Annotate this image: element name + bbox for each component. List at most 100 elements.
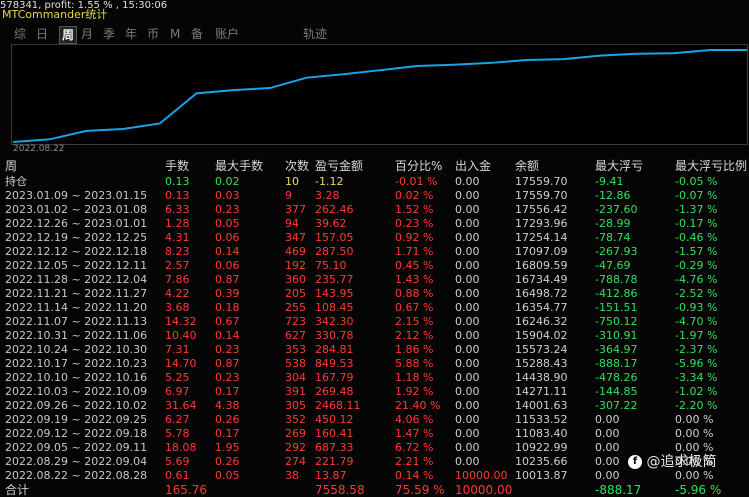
table-cell: 0.00 — [455, 315, 480, 328]
table-cell: -1.37 % — [675, 203, 718, 216]
table-cell: 0.00 — [595, 413, 620, 426]
table-cell: 0.02 % — [395, 189, 434, 202]
position-cell: 0.13 — [165, 175, 190, 188]
table-cell: 205 — [285, 287, 306, 300]
tab[interactable]: 周 — [59, 26, 78, 44]
column-header: 出入金 — [455, 159, 492, 173]
table-cell: 10922.99 — [515, 441, 568, 454]
table-cell: 0.88 % — [395, 287, 434, 300]
column-header: 最大手数 — [215, 159, 264, 173]
table-cell: 10235.66 — [515, 455, 568, 468]
table-cell: 2022.12.26 ~ 2023.01.01 — [5, 217, 148, 230]
table-cell: 17556.42 — [515, 203, 568, 216]
table-cell: 0.23 — [215, 371, 240, 384]
table-cell: -0.07 % — [675, 189, 718, 202]
table-cell: 469 — [285, 245, 306, 258]
table-cell: 538 — [285, 357, 306, 370]
table-cell: 6.97 — [165, 385, 190, 398]
table-cell: 0.00 — [455, 231, 480, 244]
table-cell: 143.95 — [315, 287, 354, 300]
table-cell: 75.10 — [315, 259, 347, 272]
tab[interactable]: 月 — [81, 27, 94, 41]
tab[interactable]: 备 — [191, 27, 204, 41]
position-cell: -0.01 % — [395, 175, 438, 188]
table-cell: 4.38 — [215, 399, 240, 412]
table-cell: 0.00 — [595, 469, 620, 482]
table-cell: -478.26 — [595, 371, 638, 384]
table-cell: -0.17 % — [675, 217, 718, 230]
table-cell: 353 — [285, 343, 306, 356]
position-cell: 17559.70 — [515, 175, 568, 188]
table-cell: 2022.10.10 ~ 2022.10.16 — [5, 371, 148, 384]
table-cell: -267.93 — [595, 245, 638, 258]
total-cell: 75.59 % — [395, 483, 445, 497]
table-cell: 0.00 — [455, 399, 480, 412]
equity-chart: 2022.08.22 — [11, 44, 748, 152]
table-cell: -4.76 % — [675, 273, 718, 286]
table-cell: 0.26 — [215, 455, 240, 468]
table-cell: 6.27 — [165, 413, 190, 426]
position-cell: -9.41 — [595, 175, 624, 188]
table-cell: 255 — [285, 301, 306, 314]
tab[interactable]: 币 — [147, 27, 160, 41]
table-cell: 1.71 % — [395, 245, 434, 258]
table-cell: 0.00 — [455, 357, 480, 370]
tab[interactable]: 年 — [125, 27, 138, 41]
tab[interactable]: 综 — [14, 27, 27, 41]
table-cell: -364.97 — [595, 343, 638, 356]
position-cell: 0.02 — [215, 175, 240, 188]
table-cell: 2022.09.19 ~ 2022.09.25 — [5, 413, 148, 426]
table-cell: 4.31 — [165, 231, 190, 244]
tab[interactable]: 季 — [103, 27, 116, 41]
table-cell: 0.00 — [455, 259, 480, 272]
table-cell: 0.14 — [215, 245, 240, 258]
table-cell: 0.00 — [455, 427, 480, 440]
table-cell: 342.30 — [315, 315, 354, 328]
tab[interactable]: 账户 — [215, 27, 240, 41]
position-cell: -0.05 % — [675, 175, 718, 188]
table-cell: 391 — [285, 385, 306, 398]
table-cell: -3.34 % — [675, 371, 718, 384]
table-cell: 1.86 % — [395, 343, 434, 356]
tab[interactable]: 轨迹 — [303, 27, 328, 41]
table-cell: 2022.10.24 ~ 2022.10.30 — [5, 343, 148, 356]
table-cell: 0.67 — [215, 315, 240, 328]
table-cell: -151.51 — [595, 301, 638, 314]
table-cell: 13.87 — [315, 469, 347, 482]
table-cell: -1.57 % — [675, 245, 718, 258]
table-cell: 7.86 — [165, 273, 190, 286]
table-cell: 0.00 % — [675, 427, 714, 440]
watermark-icon: f — [628, 455, 642, 469]
table-cell: 10.40 — [165, 329, 197, 342]
table-cell: 2.12 % — [395, 329, 434, 342]
table-cell: 292 — [285, 441, 306, 454]
table-cell: 16734.49 — [515, 273, 568, 286]
window-caption: 578341, profit: 1.55 % , 15:30:06 — [0, 0, 168, 11]
total-cell: 7558.58 — [315, 483, 365, 497]
table-cell: 0.23 — [215, 203, 240, 216]
column-header: 盈亏金额 — [315, 159, 364, 173]
table-cell: -307.22 — [595, 399, 638, 412]
table-cell: 0.06 — [215, 259, 240, 272]
column-header: 余额 — [515, 159, 540, 173]
table-cell: 31.64 — [165, 399, 197, 412]
table-cell: 0.00 — [455, 273, 480, 286]
table-cell: -5.96 % — [675, 357, 718, 370]
table-cell: 0.23 — [215, 343, 240, 356]
table-cell: 17293.96 — [515, 217, 568, 230]
table-cell: 2023.01.09 ~ 2023.01.15 — [5, 189, 148, 202]
table-cell: 0.45 % — [395, 259, 434, 272]
table-cell: 0.06 — [215, 231, 240, 244]
table-cell: 347 — [285, 231, 306, 244]
table-cell: 0.67 % — [395, 301, 434, 314]
table-cell: -1.02 % — [675, 385, 718, 398]
table-cell: 2022.09.26 ~ 2022.10.02 — [5, 399, 148, 412]
table-cell: 0.00 — [455, 203, 480, 216]
table-cell: 6.72 % — [395, 441, 434, 454]
table-cell: 0.00 — [455, 441, 480, 454]
table-cell: 5.25 — [165, 371, 190, 384]
table-cell: 7.31 — [165, 343, 190, 356]
tab[interactable]: M — [170, 27, 181, 41]
tab[interactable]: 日 — [36, 27, 49, 41]
